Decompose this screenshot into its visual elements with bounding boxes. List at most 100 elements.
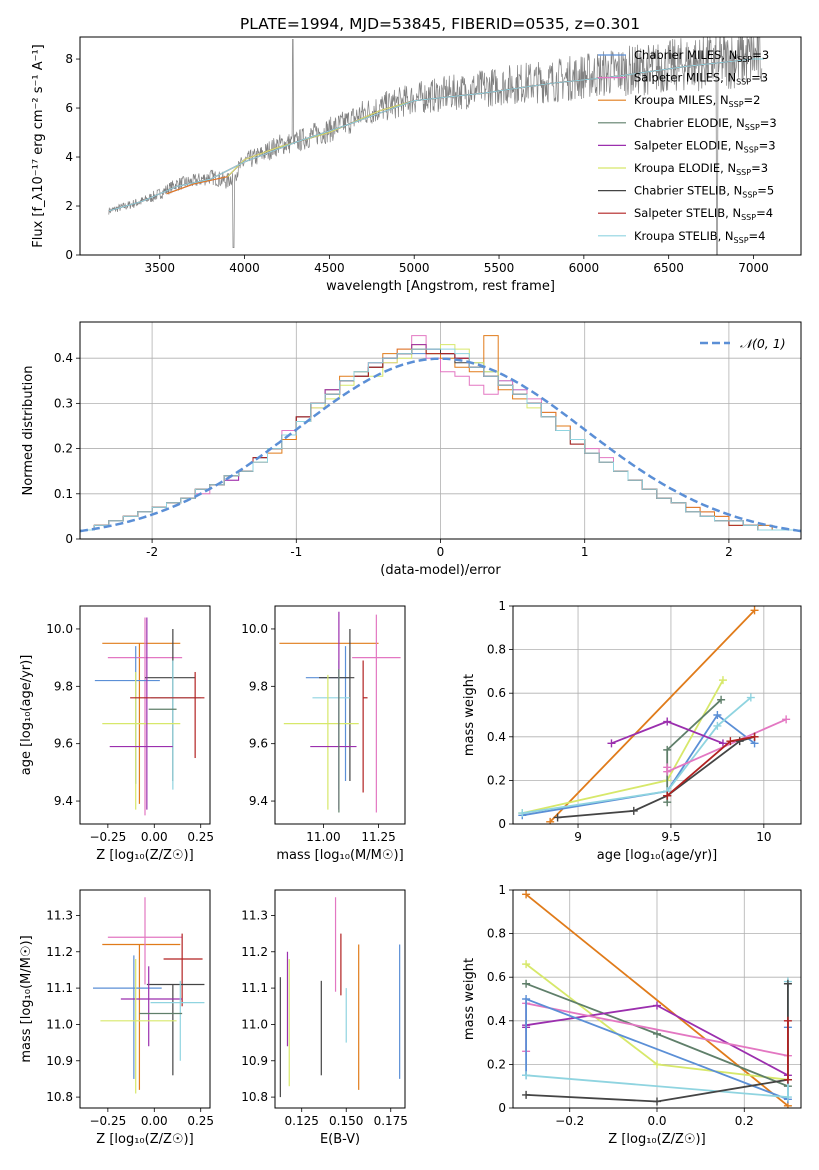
x-axis-label: Z [log₁₀(Z/Z☉)] [96, 848, 193, 863]
x-tick-label: 6500 [653, 261, 684, 275]
y-tick-label: 0.4 [54, 351, 73, 365]
y-tick-label: 0 [65, 248, 73, 262]
x-tick-label: 0.0 [647, 1114, 666, 1128]
mass-weight-marker [653, 1097, 661, 1106]
errorbar-point [312, 660, 350, 790]
y-tick-label: 8 [65, 52, 73, 66]
legend-label: 𝒩(0, 1) [740, 336, 786, 351]
mass_vs_Z-frame [79, 889, 211, 1109]
y-tick-label: 0.2 [487, 773, 506, 787]
legend-label-text: Kroupa MILES, N [634, 93, 729, 107]
x-tick-label: 9.5 [661, 830, 680, 844]
errorbar-point [319, 628, 355, 781]
y-tick-label: 0.4 [487, 730, 506, 744]
legend-label: Chabrier ELODIE, NSSP=3 [634, 116, 777, 132]
y-tick-label: 6 [65, 101, 73, 115]
observed-spectrum-line [108, 37, 763, 255]
mass_weight_vs_age-plot [518, 606, 791, 824]
mass-weight-marker [663, 717, 672, 726]
legend-label: Chabrier MILES, NSSP=3 [634, 48, 769, 64]
y-tick-label: 0.4 [487, 1014, 506, 1028]
x-axis-label: Z [log₁₀(Z/Z☉)] [608, 1132, 705, 1147]
mass-weight-marker [522, 960, 531, 969]
mass-weight-marker [717, 695, 726, 704]
errorbar-point [107, 617, 183, 816]
legend-label: Kroupa MILES, NSSP=2 [634, 93, 760, 109]
y-tick-label: 0.6 [487, 686, 506, 700]
mass-weight-marker [783, 979, 792, 988]
legend-label-text: Chabrier MILES, N [634, 48, 737, 62]
legend-label-value: =4 [749, 229, 766, 243]
y-tick-label: 11.1 [46, 981, 73, 995]
legend-label-subscript: SSP [741, 213, 756, 222]
age_vs_Z-plot [94, 617, 205, 816]
legend-label-subscript: SSP [734, 236, 749, 245]
x-tick-label: 2 [725, 545, 733, 559]
legend-label-value: =3 [751, 161, 768, 175]
mass_vs_Z-axes: −0.25 0.00 0.25 10.8 10.9 11.0 11.1 11.2 11.3 Z [… [19, 908, 214, 1147]
mass-weight-marker [735, 737, 744, 746]
legend-label-value: =3 [760, 116, 777, 130]
errorbar-point [100, 959, 177, 1094]
legend-label: Kroupa ELODIE, NSSP=3 [634, 161, 768, 177]
y-tick-label: 0.1 [54, 487, 73, 501]
errorbar-point [102, 943, 181, 1090]
mass_weight_vs_Z-plot [522, 890, 792, 1108]
y-tick-label: 4 [65, 150, 73, 164]
x-axis-label: E(B-V) [320, 1132, 360, 1147]
legend-label-text: Chabrier ELODIE, N [634, 116, 745, 130]
legend-label-value: =3 [751, 71, 768, 85]
errorbar-point [109, 617, 173, 810]
errorbar-point [107, 897, 183, 985]
errorbar-point [102, 671, 181, 810]
y-tick-label: 11.0 [46, 1017, 73, 1031]
mass_vs_EBV-axes: 0.125 0.150 0.175 10.8 10.9 11.0 11.1 11.2 11.3 E… [241, 908, 408, 1147]
errorbar-point [362, 660, 368, 793]
model-spectrum-line [227, 65, 686, 177]
x-tick-label: 11.25 [361, 830, 395, 844]
legend-label-text: Kroupa STELIB, N [634, 229, 734, 243]
legend-label: Kroupa STELIB, NSSP=4 [634, 229, 765, 245]
y-tick-label: 10.0 [46, 622, 73, 636]
age_vs_Z-frame [79, 605, 211, 825]
legend-label-subscript: SSP [744, 145, 759, 154]
mass-weight-marker [663, 791, 672, 800]
mass-weight-marker [607, 739, 616, 748]
residuals-plot [80, 335, 801, 539]
y-tick-label: 11.3 [241, 908, 268, 922]
errorbar-point [283, 674, 359, 810]
x-axis-label: wavelength [Angstrom, rest frame] [326, 279, 555, 294]
x-tick-label: 3500 [144, 261, 175, 275]
mass_vs_Z-plot [93, 897, 205, 1094]
y-axis-label: Normed distribution [21, 366, 36, 496]
mass-weight-marker [663, 745, 672, 754]
legend-label: Salpeter MILES, NSSP=3 [634, 71, 768, 87]
y-tick-label: 9.6 [249, 737, 268, 751]
y-tick-label: 0.2 [54, 442, 73, 456]
errorbar-point [93, 955, 162, 1079]
errorbar-point [150, 980, 205, 1061]
legend-label-text: Kroupa ELODIE, N [634, 161, 736, 175]
mass-weight-marker [783, 1075, 792, 1084]
errorbar-point [145, 628, 196, 781]
mass-weight-marker [713, 721, 722, 730]
mass-weight-marker [522, 890, 531, 899]
x-tick-label: 0.00 [141, 830, 168, 844]
mass-weight-marker [546, 817, 555, 824]
legend-label-value: =3 [752, 48, 769, 62]
mass_vs_EBV-plot [279, 897, 401, 1098]
legend-label-subscript: SSP [729, 100, 744, 109]
residuals-legend: 𝒩(0, 1) [700, 336, 786, 351]
legend-label-value: =4 [756, 206, 773, 220]
legend-label-subscript: SSP [745, 123, 760, 132]
mass-weight-line [522, 696, 752, 814]
x-tick-label: 7000 [738, 261, 769, 275]
errorbar-point [163, 933, 203, 1007]
x-axis-label: age [log₁₀(age/yr)] [597, 848, 718, 863]
mass_weight_vs_age-frame [512, 605, 802, 825]
mass_weight_vs_Z-frame [512, 889, 802, 1109]
mass-weight-marker [663, 767, 672, 776]
legend-label-subscript: SSP [737, 55, 752, 64]
